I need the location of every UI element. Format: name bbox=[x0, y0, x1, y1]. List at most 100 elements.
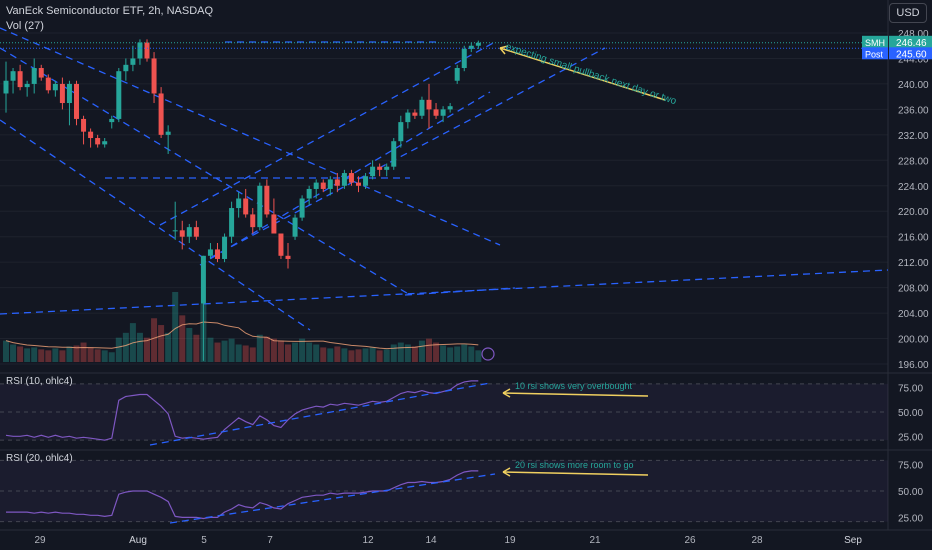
candle-body bbox=[363, 176, 369, 186]
rsi-axis-label: 50.00 bbox=[898, 408, 923, 419]
volume-bar bbox=[404, 344, 411, 362]
volume-bar bbox=[73, 345, 80, 362]
volume-bar bbox=[87, 347, 94, 362]
volume-bar bbox=[151, 318, 158, 362]
rsi-axis-label: 25.00 bbox=[898, 513, 923, 524]
candle-body bbox=[292, 217, 298, 237]
candle-body bbox=[398, 122, 404, 142]
candle-body bbox=[250, 214, 256, 228]
candle-body bbox=[186, 227, 192, 237]
volume-bar bbox=[411, 346, 418, 362]
price-axis-label: 236.00 bbox=[898, 105, 929, 116]
volume-bar bbox=[214, 342, 221, 362]
volume-bar bbox=[80, 342, 87, 362]
rsi-annotation-text: 10 rsi shows very overbought bbox=[515, 381, 633, 391]
candle-body bbox=[123, 64, 129, 72]
alert-icon bbox=[481, 347, 495, 361]
volume-bar bbox=[390, 344, 397, 362]
volume-bar bbox=[397, 342, 404, 362]
volume-bar bbox=[256, 334, 263, 362]
rsi-annotation-arrow bbox=[502, 471, 649, 476]
symbol-title: VanEck Semiconductor ETF, 2h, NASDAQ bbox=[6, 5, 214, 17]
volume-bar bbox=[348, 350, 355, 362]
candle-body bbox=[151, 58, 157, 94]
candle-body bbox=[313, 182, 319, 189]
price-axis-label: 224.00 bbox=[898, 182, 929, 193]
rsi-trend-line bbox=[149, 382, 491, 446]
candle-body bbox=[45, 77, 51, 91]
candle-body bbox=[433, 109, 439, 116]
candle-body bbox=[130, 58, 136, 65]
volume-bar bbox=[334, 346, 341, 362]
candle-body bbox=[412, 112, 418, 116]
time-axis-label: 5 bbox=[201, 535, 207, 546]
candle-body bbox=[384, 166, 390, 170]
candle-body bbox=[158, 93, 164, 135]
rsi-axis-label: 25.00 bbox=[898, 432, 923, 443]
volume-bar bbox=[341, 348, 348, 362]
volume-bar bbox=[362, 348, 369, 362]
volume-bar bbox=[108, 352, 115, 362]
volume-bar bbox=[376, 350, 383, 362]
candle-body bbox=[264, 185, 270, 215]
rsi-axis-label: 50.00 bbox=[898, 487, 923, 498]
candle-body bbox=[440, 109, 446, 116]
rsi-annotation-text: 20 rsi shows more room to go bbox=[515, 460, 634, 470]
price-axis-label: 212.00 bbox=[898, 258, 929, 269]
candle-body bbox=[419, 99, 425, 116]
volume-bar bbox=[313, 344, 320, 362]
time-axis-label: 19 bbox=[504, 535, 516, 546]
candle-body bbox=[165, 131, 171, 135]
rsi-line bbox=[5, 380, 479, 441]
rsi-annotation-arrow bbox=[502, 392, 649, 397]
candle-body bbox=[334, 179, 340, 186]
candle-body bbox=[116, 71, 122, 119]
candle-body bbox=[179, 230, 185, 237]
volume-bar bbox=[369, 347, 376, 362]
candle-body bbox=[102, 141, 108, 145]
time-axis-label: 29 bbox=[34, 535, 46, 546]
candle-body bbox=[306, 188, 312, 199]
volume-bar bbox=[158, 325, 165, 362]
price-axis-label: 248.00 bbox=[898, 29, 929, 40]
volume-bar bbox=[59, 350, 66, 362]
rsi-axis-label: 75.00 bbox=[898, 461, 923, 472]
volume-bar bbox=[186, 327, 193, 362]
volume-bar bbox=[447, 347, 454, 362]
volume-ma-line bbox=[5, 321, 479, 350]
candle-body bbox=[299, 198, 305, 218]
last-badge-value-bg bbox=[889, 35, 932, 48]
candle-body bbox=[193, 227, 199, 237]
post-badge-label: Post bbox=[865, 49, 884, 59]
candle-body bbox=[475, 42, 481, 46]
price-axis-label: 208.00 bbox=[898, 284, 929, 295]
price-axis-label: 240.00 bbox=[898, 80, 929, 91]
volume-bar bbox=[306, 342, 313, 362]
candle-body bbox=[59, 83, 65, 104]
candle-body bbox=[320, 182, 326, 189]
currency-button[interactable]: USD bbox=[889, 3, 927, 23]
candle-body bbox=[257, 185, 263, 228]
rsi-line bbox=[6, 470, 479, 520]
post-badge-label-bg bbox=[862, 47, 888, 60]
candle-body bbox=[88, 131, 94, 139]
volume-bar bbox=[242, 345, 249, 362]
time-axis-label: 28 bbox=[751, 535, 763, 546]
rsi-axis-label: 75.00 bbox=[898, 384, 923, 395]
volume-bar bbox=[38, 349, 45, 362]
candle-body bbox=[66, 83, 72, 104]
volume-bar bbox=[45, 350, 52, 362]
annotation-arrowhead bbox=[499, 45, 509, 55]
last-badge-label: SMH bbox=[865, 38, 885, 48]
candle-body bbox=[461, 48, 467, 69]
time-axis-label: Aug bbox=[129, 535, 147, 546]
trend-line bbox=[0, 27, 501, 246]
volume-bar bbox=[136, 332, 143, 362]
volume-bar bbox=[3, 340, 9, 362]
volume-bar bbox=[10, 344, 17, 362]
rsi-title: RSI (10, ohlc4) bbox=[6, 376, 73, 387]
candle-body bbox=[31, 68, 37, 84]
volume-bar bbox=[461, 344, 468, 362]
candle-body bbox=[3, 80, 9, 94]
